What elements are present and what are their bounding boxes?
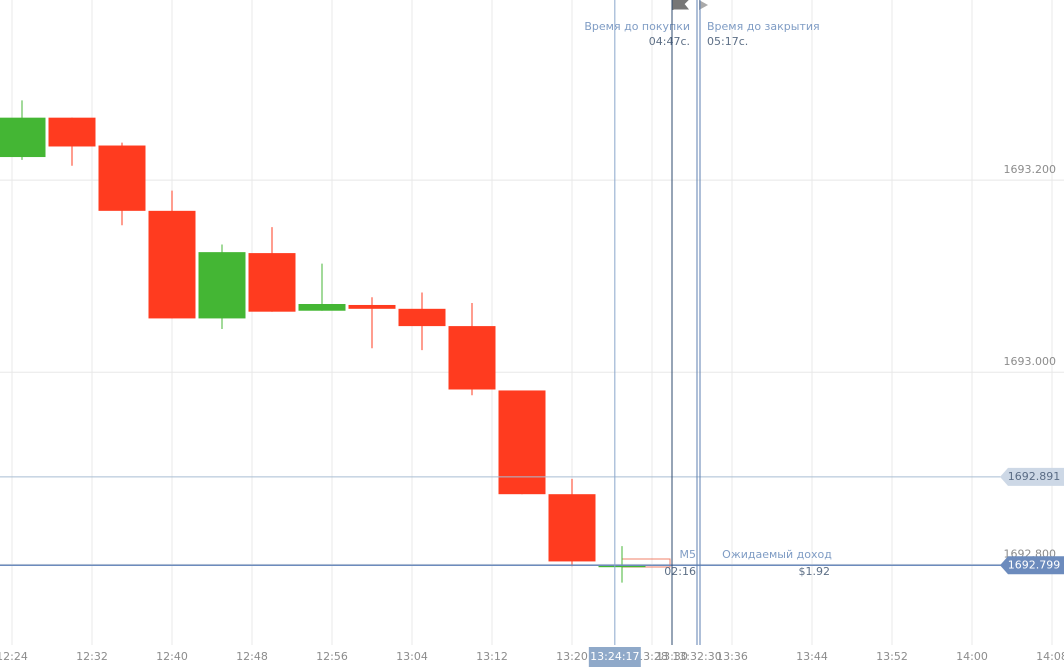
timeframe: M5 (680, 548, 697, 561)
x-tick-label: 13:20 (556, 650, 588, 663)
time-marker-label: 13:30 (656, 650, 688, 663)
x-tick-label: 14:08 (1036, 650, 1064, 663)
x-tick-label: 12:56 (316, 650, 348, 663)
close-flag (699, 0, 708, 10)
grid (0, 0, 1064, 645)
price-tag-label: 1692.799 (1008, 558, 1061, 571)
candle-body (548, 494, 596, 562)
x-tick-label: 13:52 (876, 650, 908, 663)
buy-timer: 04:47с. (649, 35, 690, 48)
price-tag (1000, 556, 1064, 575)
time-marker-label: 13:32:30 (672, 650, 721, 663)
candle-body (348, 304, 396, 309)
buy-flag (672, 0, 690, 10)
payout-label: Ожидаемый доход (722, 548, 832, 561)
buy-label: Время до покупки (584, 20, 690, 33)
x-tick-label: 13:44 (796, 650, 828, 663)
candle-body (398, 308, 446, 327)
candle-body (0, 117, 46, 158)
y-tick-label: 1693.000 (1004, 355, 1057, 368)
payout: $1.92 (799, 565, 831, 578)
candle-timer: 02:16 (664, 565, 696, 578)
close-label: Время до закрытия (707, 20, 820, 33)
x-tick-label: 13:12 (476, 650, 508, 663)
candle-body (48, 117, 96, 147)
time-badge (588, 647, 641, 667)
x-tick-label: 13:04 (396, 650, 428, 663)
time-marker-label: 13:24:17 (590, 650, 639, 663)
close-timer: 05:17с. (707, 35, 748, 48)
candle-body (98, 145, 146, 211)
candle-body (598, 565, 646, 568)
x-tick-label: 12:40 (156, 650, 188, 663)
candle-body (448, 326, 496, 390)
candle-body (148, 210, 196, 319)
price-tag (1000, 467, 1064, 486)
candle-body (198, 252, 246, 319)
candle-body (248, 253, 296, 312)
x-tick-label: 12:32 (76, 650, 108, 663)
candle-body (298, 304, 346, 311)
x-tick-label: 12:24 (0, 650, 28, 663)
x-tick-label: 12:48 (236, 650, 268, 663)
x-tick-label: 13:28 (636, 650, 668, 663)
x-tick-label: 13:36 (716, 650, 748, 663)
trade-bracket (622, 558, 671, 568)
x-tick-label: 14:00 (956, 650, 988, 663)
y-tick-label: 1693.200 (1004, 163, 1057, 176)
price-tag-label: 1692.891 (1008, 470, 1061, 483)
candle-body (498, 390, 546, 495)
